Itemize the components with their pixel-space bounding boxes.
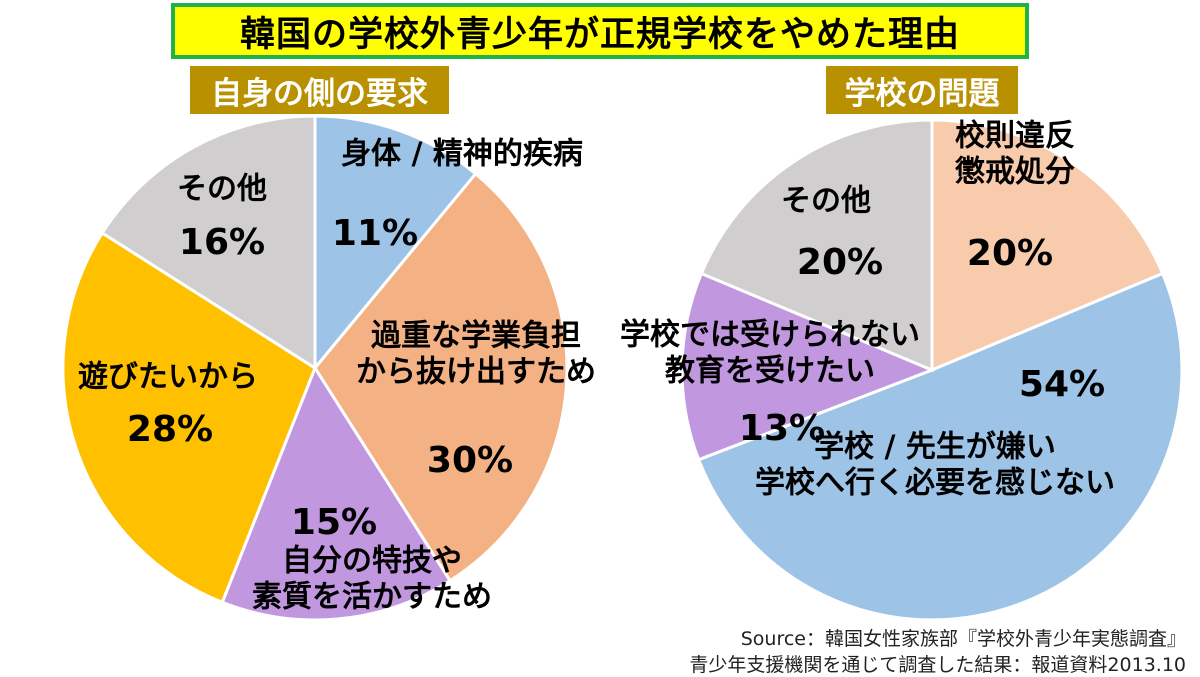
source-line-2: 青少年支援機関を通じて調査した結果：報道資料2013.10 [689, 654, 1186, 676]
right-slice-2-value: 13% [739, 408, 825, 449]
left-slice-4-value: 16% [179, 222, 265, 263]
right-slice-1-value: 54% [1019, 364, 1105, 405]
left-slice-1-label-0: 過重な学業負担 [371, 319, 581, 354]
left-slice-3-value: 28% [127, 409, 213, 450]
left-pie-slice-3 [61, 230, 317, 605]
right-pie-slice-0 [930, 118, 1165, 373]
left-slice-0-label-0: 身体 / 精神的疾病 [341, 137, 583, 172]
right-slice-0-label-0: 校則違反 [955, 119, 1075, 154]
chart-title-box: 韓国の学校外青少年が正規学校をやめた理由 [171, 3, 1029, 59]
left-slice-2-label-0: 自分の特技や [282, 544, 462, 579]
left-slice-3-label-0: 遊びたいから [78, 360, 258, 395]
left-slice-1-value: 30% [427, 440, 513, 481]
right-slice-0-value: 20% [967, 233, 1053, 274]
right-pie-slice-3 [699, 118, 934, 373]
right-pie-slice-2 [680, 271, 937, 462]
right-pie-slice-1 [696, 271, 1184, 622]
right-slice-3-value: 20% [797, 242, 883, 283]
chart-title: 韓国の学校外青少年が正規学校をやめた理由 [239, 14, 960, 55]
right-slice-0-label-1: 懲戒処分 [955, 155, 1075, 190]
right-slice-3-label-0: その他 [781, 184, 871, 219]
left-slice-2-label-1: 素質を活かすため [252, 580, 492, 615]
left-slice-1-label-1: から抜け出すため [356, 355, 596, 390]
left-chart-subtitle: 自身の側の要求 [190, 66, 449, 114]
right-chart-subtitle: 学校の問題 [826, 66, 1018, 114]
source-line-1: Source：韓国女性家族部『学校外青少年実態調査』 [740, 628, 1186, 650]
left-slice-4-label-0: その他 [177, 172, 267, 207]
left-slice-2-value: 15% [291, 502, 377, 543]
right-slice-2-label-1: 教育を受けたい [665, 354, 875, 389]
left-pie-slice-4 [100, 114, 317, 371]
right-slice-2-label-0: 学校では受けられない [620, 318, 920, 353]
left-slice-0-value: 11% [332, 213, 418, 254]
left-pie-slice-0 [313, 114, 478, 373]
left-pie-slice-2 [220, 364, 453, 622]
left-pie-slice-1 [313, 171, 569, 583]
right-slice-1-label-1: 学校へ行く必要を感じない [755, 466, 1115, 501]
right-slice-1-label-0: 学校 / 先生が嫌い [814, 430, 1056, 465]
